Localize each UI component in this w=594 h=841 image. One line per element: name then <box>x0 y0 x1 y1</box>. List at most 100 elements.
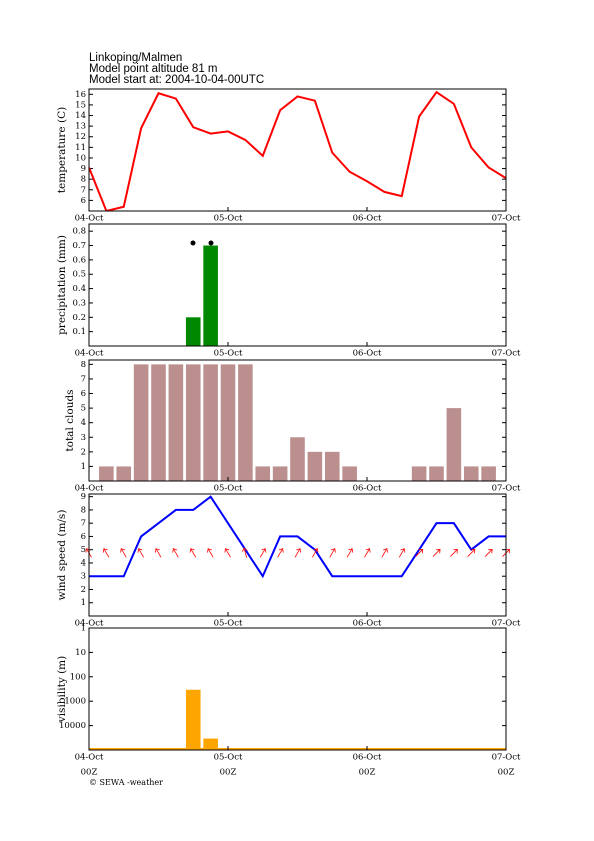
wind-arrow <box>467 549 476 557</box>
wind-arrow <box>137 548 144 558</box>
wind-arrow <box>294 548 302 558</box>
wind-arrow <box>312 548 319 558</box>
y-tick-label: 8 <box>81 360 86 370</box>
line <box>89 495 506 579</box>
line <box>89 90 506 211</box>
y-tick-label: 2 <box>81 585 86 595</box>
y-tick-label: 0.3 <box>72 298 86 308</box>
y-tick-label: 0.4 <box>72 284 86 294</box>
y-tick-label: 5 <box>81 404 86 414</box>
y-tick-label: 3 <box>81 572 86 582</box>
y-tick-label: 13 <box>75 122 86 132</box>
y-tick-label: 6 <box>81 389 86 399</box>
wind-arrow <box>224 548 231 558</box>
x-tick-label: 05-Oct <box>214 349 243 359</box>
y-tick-label: 8 <box>81 175 86 185</box>
wind-arrow <box>381 548 388 558</box>
panel-frame <box>88 359 507 482</box>
y-axis-label: total clouds <box>64 389 76 451</box>
x-tick-label: 06-Oct <box>353 214 382 224</box>
weather-symbol <box>190 240 196 246</box>
y-tick-label: 2 <box>81 447 86 457</box>
y-tick-label: 4 <box>81 558 86 568</box>
x-tick-label: 06-Oct <box>353 619 382 629</box>
bar <box>429 466 444 481</box>
y-tick-label: 100 <box>70 672 86 682</box>
y-tick-label: 0.6 <box>72 255 86 265</box>
wind-arrow <box>154 548 162 558</box>
bar <box>324 451 340 481</box>
bar <box>463 466 479 481</box>
wind-arrow <box>207 548 214 558</box>
y-tick-label: 0.5 <box>72 270 86 280</box>
y-tick-label: 0.1 <box>72 327 86 337</box>
bar <box>133 364 149 481</box>
x-tick-label: 04-Oct <box>75 753 104 763</box>
station-name: Linkoping/Malmen <box>89 52 182 64</box>
y-tick-label: 14 <box>75 111 86 121</box>
panel-frame <box>88 88 507 212</box>
y-tick-label: 1 <box>81 624 86 634</box>
y-tick-label: 4 <box>81 418 86 428</box>
bar <box>307 451 323 481</box>
wind-arrow <box>259 548 267 558</box>
bar <box>238 364 253 481</box>
y-axis-label: temperature (C) <box>56 107 68 193</box>
bar <box>203 364 218 481</box>
x-tick-label: 05-Oct <box>214 753 243 763</box>
x-tick-label: 06-Oct <box>353 349 382 359</box>
y-tick-label: 11 <box>75 143 86 153</box>
y-tick-label: 9 <box>81 492 86 502</box>
model-start: Model start at: 2004-10-04-00UTC <box>89 74 264 86</box>
bar <box>116 466 132 481</box>
y-tick-label: 16 <box>75 90 86 100</box>
x-tick-label-secondary: 00Z <box>359 768 376 778</box>
bar <box>168 364 184 481</box>
y-tick-label: 0.7 <box>72 241 86 251</box>
x-tick-label: 05-Oct <box>214 619 243 629</box>
x-tick-label: 04-Oct <box>75 619 104 629</box>
y-tick-label: 1 <box>81 598 86 608</box>
y-tick-label: 9 <box>81 164 86 174</box>
y-tick-label: 1 <box>81 462 86 472</box>
wind-arrow <box>189 548 197 558</box>
bar <box>481 466 496 481</box>
x-tick-label-secondary: 00Z <box>498 768 515 778</box>
y-tick-label: 1000 <box>64 697 86 707</box>
wind-arrow <box>242 547 248 558</box>
y-tick-label: 7 <box>81 374 86 384</box>
x-tick-label-secondary: 00Z <box>220 768 237 778</box>
bar <box>203 245 218 346</box>
bar <box>185 689 201 750</box>
wind-arrow <box>432 549 441 557</box>
bar <box>220 364 236 481</box>
y-tick-label: 10 <box>75 648 86 658</box>
bar <box>203 738 218 750</box>
y-tick-label: 6 <box>81 196 86 206</box>
x-tick-label: 07-Oct <box>492 484 521 494</box>
y-axis-label: wind speed (m/s) <box>56 510 68 601</box>
copyright: © SEWA -weather <box>89 778 163 787</box>
wind-arrow <box>398 548 406 558</box>
bar <box>342 466 357 481</box>
bar <box>446 408 462 481</box>
y-tick-label: 8 <box>81 505 86 515</box>
x-tick-label: 06-Oct <box>353 484 382 494</box>
y-tick-label: 6 <box>81 532 86 542</box>
y-tick-label: 0.2 <box>72 313 86 323</box>
y-tick-label: 15 <box>75 100 86 110</box>
x-tick-label: 04-Oct <box>75 349 104 359</box>
wind-arrow <box>102 548 110 558</box>
wind-arrow <box>484 549 493 557</box>
bar <box>151 364 166 481</box>
bar <box>411 466 427 481</box>
x-tick-label: 05-Oct <box>214 214 243 224</box>
wind-arrow <box>172 548 179 558</box>
x-tick-label: 04-Oct <box>75 484 104 494</box>
y-tick-label: 12 <box>75 132 86 142</box>
wind-arrow <box>120 548 127 558</box>
bar <box>290 437 305 481</box>
bar <box>185 364 201 481</box>
wind-arrow <box>415 549 424 557</box>
